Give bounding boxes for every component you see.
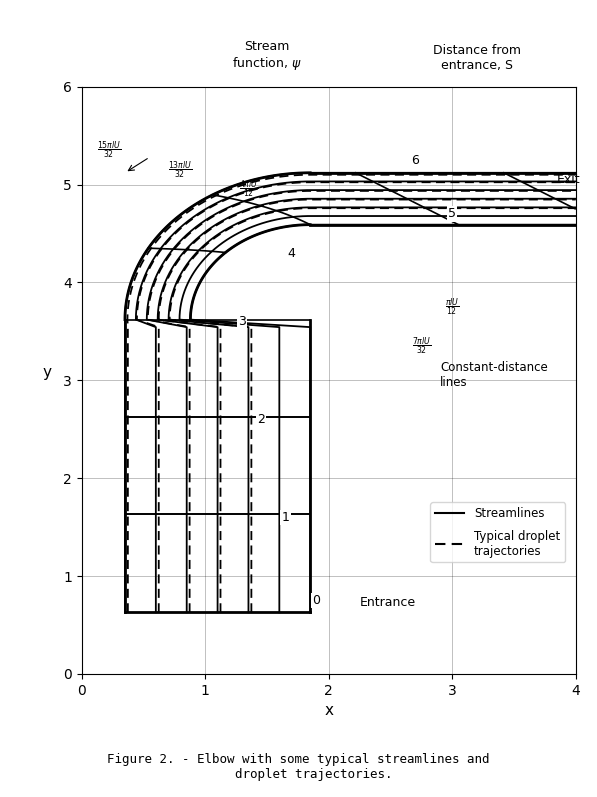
Text: 6: 6: [411, 154, 419, 167]
Text: $\frac{15\pi lU}{32}$: $\frac{15\pi lU}{32}$: [97, 139, 121, 161]
Text: Stream
function, $\psi$: Stream function, $\psi$: [232, 40, 301, 72]
Text: 4: 4: [288, 246, 296, 260]
Text: 5: 5: [448, 207, 456, 221]
Text: 0: 0: [312, 594, 321, 607]
Text: 1: 1: [282, 511, 290, 524]
Text: $\frac{4\pi lU}{12}$: $\frac{4\pi lU}{12}$: [239, 179, 259, 200]
Text: Exit: Exit: [557, 173, 581, 186]
Text: $\frac{\pi lU}{12}$: $\frac{\pi lU}{12}$: [445, 296, 460, 318]
Text: 3: 3: [238, 315, 246, 328]
Text: $\frac{13\pi lU}{32}$: $\frac{13\pi lU}{32}$: [168, 159, 193, 181]
Text: Distance from
entrance, S: Distance from entrance, S: [433, 44, 521, 72]
Y-axis label: y: y: [42, 365, 52, 380]
Text: $\frac{7\pi lU}{32}$: $\frac{7\pi lU}{32}$: [411, 336, 431, 357]
Text: Entrance: Entrance: [359, 596, 416, 609]
Text: Constant-distance
lines: Constant-distance lines: [440, 361, 547, 390]
Legend: Streamlines, Typical droplet
trajectories: Streamlines, Typical droplet trajectorie…: [430, 502, 565, 563]
Text: Figure 2. - Elbow with some typical streamlines and
    droplet trajectories.: Figure 2. - Elbow with some typical stre…: [107, 753, 490, 781]
X-axis label: x: x: [324, 703, 333, 718]
Text: 2: 2: [257, 413, 264, 426]
